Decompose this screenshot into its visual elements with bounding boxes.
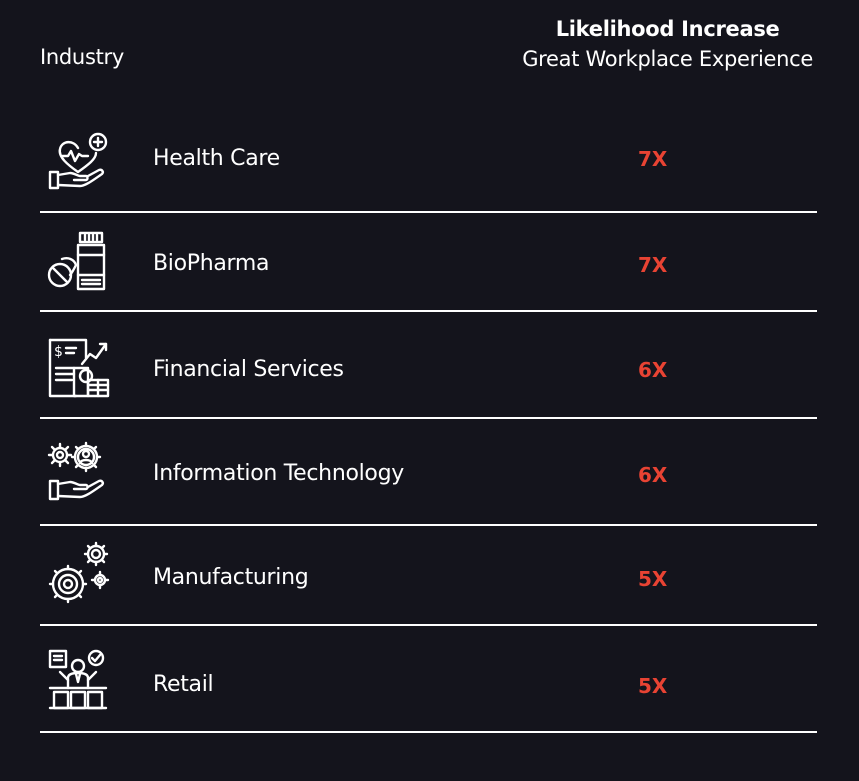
gears-user-hand-icon [46, 441, 110, 505]
likelihood-value: 5X [638, 567, 668, 591]
industry-row-retail: Retail 5X [40, 624, 817, 733]
likelihood-value: 6X [638, 463, 668, 487]
likelihood-value: 5X [638, 674, 668, 698]
svg-text:$: $ [54, 344, 63, 360]
industry-column-header: Industry [40, 45, 124, 69]
industry-row-health-care: Health Care 7X [40, 108, 817, 213]
industry-label: Retail [153, 672, 214, 697]
metric-subtitle: Great Workplace Experience [522, 47, 813, 71]
industry-label: Information Technology [153, 461, 404, 486]
medicine-bottle-icon [46, 229, 110, 293]
finance-report-icon: $ [46, 336, 110, 400]
industry-label: BioPharma [153, 251, 270, 276]
gears-icon [46, 540, 110, 604]
likelihood-value: 6X [638, 358, 668, 382]
likelihood-value: 7X [638, 253, 668, 277]
likelihood-value: 7X [638, 147, 668, 171]
industry-row-information-technology: Information Technology 6X [40, 417, 817, 526]
industry-label: Health Care [153, 146, 280, 171]
heart-health-icon [46, 128, 110, 192]
industry-row-financial-services: $ Financial Services 6X [40, 310, 817, 419]
industry-row-biopharma: BioPharma 7X [40, 211, 817, 312]
metric-title: Likelihood Increase [555, 17, 780, 41]
metric-column-header: Likelihood Increase Great Workplace Expe… [522, 14, 813, 74]
industry-label: Manufacturing [153, 565, 309, 590]
retail-worker-icon [46, 648, 110, 712]
industry-label: Financial Services [153, 357, 344, 382]
industry-row-manufacturing: Manufacturing 5X [40, 524, 817, 626]
